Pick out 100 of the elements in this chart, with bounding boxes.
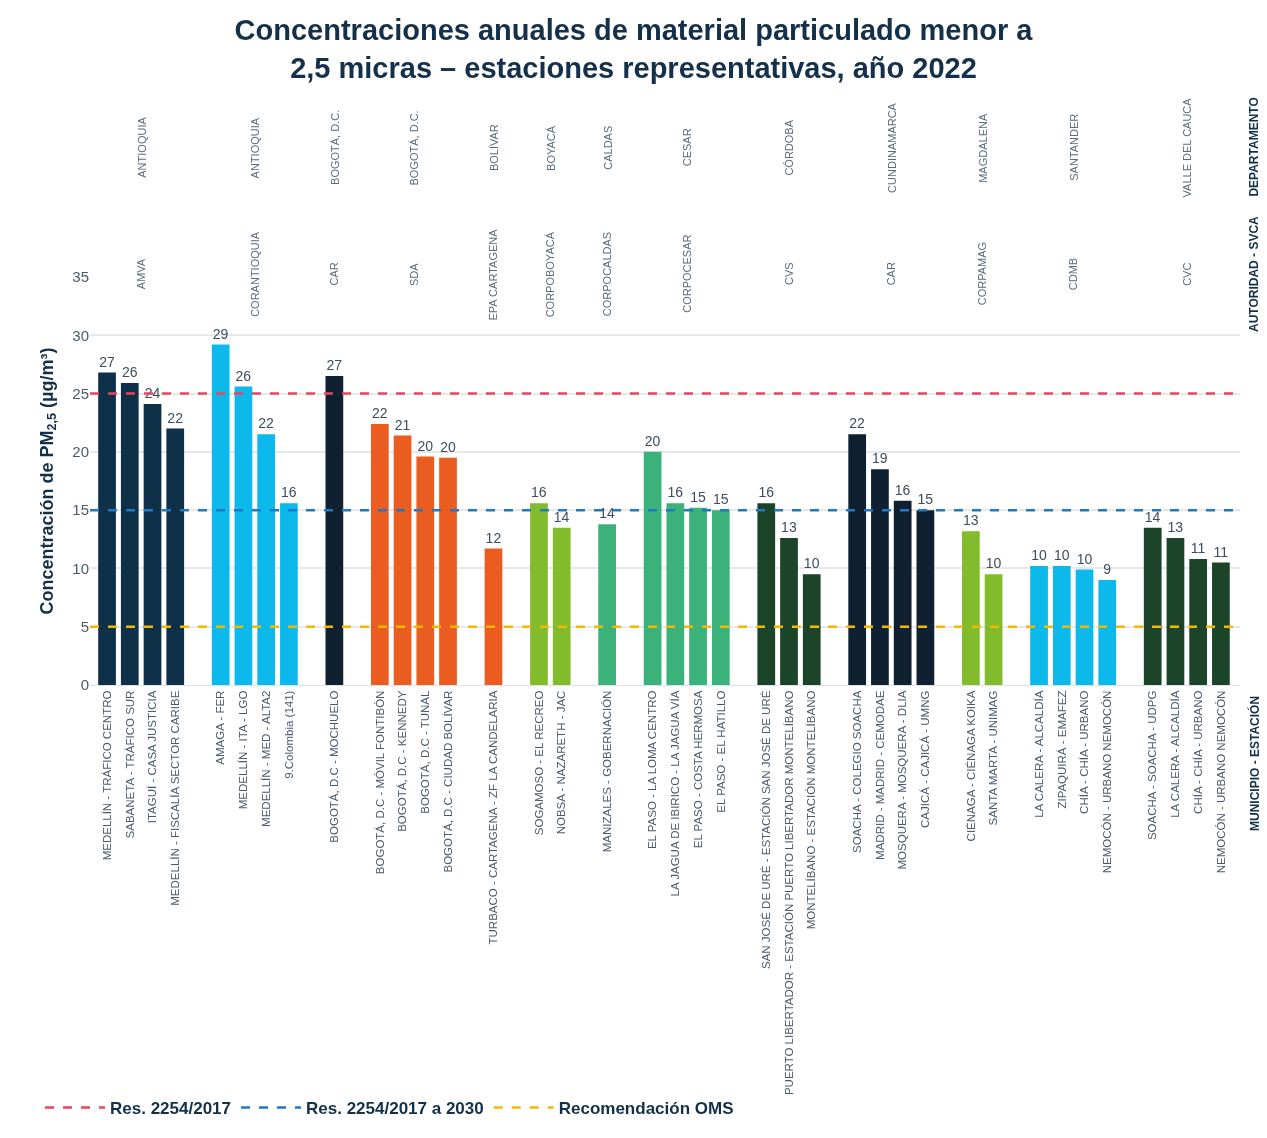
text: BOLÍVAR [487,124,500,172]
data-label: 11 [1190,540,1206,557]
annotation: SDA [407,262,420,286]
bar [552,527,571,685]
data-label: 16 [894,481,911,498]
annotation: AMVA [135,258,148,290]
y-tick-label: 20 [72,443,89,461]
x-tick-label: BOGOTÁ, D.C - KENNEDY [396,690,409,832]
annotation: CAR [885,262,898,286]
data-label: 20 [440,438,456,455]
x-tick-label: CHÍA - CHÍA - URBANO [1078,690,1091,814]
data-label: 16 [758,484,775,501]
data-label: 9 [1103,561,1112,578]
text: CÓRDOBA [783,119,796,176]
text: MUNICIPIO - ESTACIÓN [1246,695,1262,832]
x-tick-label: MEDELLÍN - ITA - LGO [237,690,250,810]
text: CESAR [681,128,694,167]
x-tick-label: CAJICÁ - CAJICÁ - UMNG [919,690,932,828]
bar [893,500,912,685]
annotation: CAR [328,262,341,286]
data-label: 26 [235,367,252,384]
x-tick-label: NOBSA - NAZARETH - JAC [555,690,568,835]
y-tick-label: 15 [72,501,89,519]
x-tick-label: BOGOTÁ, D.C - MOCHUELO [328,690,341,843]
y-tick-label: 5 [80,617,89,635]
annotation: CVS [782,262,795,286]
bar [393,435,412,685]
y-tick-label: 35 [72,268,89,286]
y-tick-label: 30 [72,326,89,344]
bar [802,574,821,685]
x-tick-label: CHÍA - CHÍA - URBANO [1191,690,1204,814]
bar [1166,538,1185,685]
data-label: 13 [962,512,979,529]
legend-label: Res. 2254/2017 a 2030 [306,1099,484,1119]
bar [916,510,935,685]
x-tick-label: NEMOCÓN - URBANO NEMOCÓN [1214,690,1227,874]
x-tick-label: AMAGA - FER [214,690,227,765]
x-tick-label: TURBACO - CARTAGENA - ZF LA CANDELARIA [487,690,500,945]
x-tick-label: LA JAGUA DE IBIRICO - LA JAGUA VÍA [669,690,682,897]
text: MAGDALENA [976,113,989,183]
bar [1212,562,1230,685]
data-label: 16 [667,484,684,501]
legend-label: Recomendación OMS [558,1099,734,1119]
x-tick-label: EL PASO - EL HATILLO [714,690,727,813]
x-tick-label: ZIPAQUIRÁ - EMAFEZ [1055,690,1068,809]
data-label: 12 [485,529,502,546]
bar [598,524,617,685]
x-tick-label: SABANETA - TRÁFICO SUR [123,690,136,839]
x-tick-label: LA CALERA - ALCALDÍA [1169,690,1182,818]
x-tick-label: MOSQUERA - MOSQUERA - DLIA [896,690,909,870]
bar [370,423,389,685]
data-label: 15 [690,488,706,505]
text: CUNDINAMARCA [885,102,898,193]
x-tick-label: 9.Colombia (141) [282,690,295,779]
data-label: 15 [917,491,934,508]
bar [1189,559,1208,685]
x-tick-label: MADRID - MADRID - CEMODAE [873,690,886,860]
x-tick-label: EL PASO - COSTA HERMOSA [691,690,704,849]
bar [211,344,230,685]
data-label: 26 [121,364,138,381]
data-label: 10 [1031,547,1047,564]
bar [257,434,276,685]
x-tick-label: MANIZALES - GOBERNACIÓN [600,690,613,853]
data-label: 19 [872,450,888,467]
bar [1098,580,1117,685]
annotation: CORPOBOYACÁ [544,231,557,318]
annotation: CORPOCESAR [680,234,693,313]
y-tick-label: 10 [72,559,89,577]
data-label: 24 [144,385,161,402]
data-label: 13 [1167,519,1184,536]
bar [666,503,685,685]
data-label: 22 [167,409,184,426]
chart-title: Concentraciones anuales de material particulado menor a 2,5 micras – estaciones representativas, año 2022 [234,13,1034,84]
text: VALLE DEL CAUCA [1181,97,1194,198]
bar [120,383,139,685]
data-label: 22 [258,415,275,432]
x-tick-label: EL PASO - LA LOMA CENTRO [646,690,659,850]
x-tick-label: MEDELLÍN - MED - ALTA2 [259,690,272,827]
x-tick-label: MEDELLÍN - TRÁFICO CENTRO [100,690,113,861]
x-tick-label: SANTA MARTA - UNIMAG [987,690,1000,826]
bar [780,538,798,685]
bar [984,574,1003,685]
data-label: 10 [803,555,820,572]
bar [98,372,116,685]
bar [234,386,253,685]
bar [711,510,730,685]
data-label: 14 [1144,508,1161,525]
data-label: 22 [371,404,388,421]
text: ANTIOQUIA [249,117,262,179]
y-tick-label: 25 [72,384,89,402]
x-tick-label: MONTELÍBANO - ESTACIÓN MONTELÍBANO [805,690,818,930]
text: BOYACÁ [544,125,557,171]
legend-label: Res. 2254/2017 [110,1099,231,1119]
data-label: 14 [553,508,570,525]
y-tick-label: 0 [80,676,89,694]
data-label: 16 [281,484,297,501]
data-label: 10 [1053,547,1070,564]
data-label: 20 [417,437,434,454]
x-tick-label: ITAGUÍ - CASA JUSTICIA [146,690,159,824]
data-label: 20 [644,432,661,449]
